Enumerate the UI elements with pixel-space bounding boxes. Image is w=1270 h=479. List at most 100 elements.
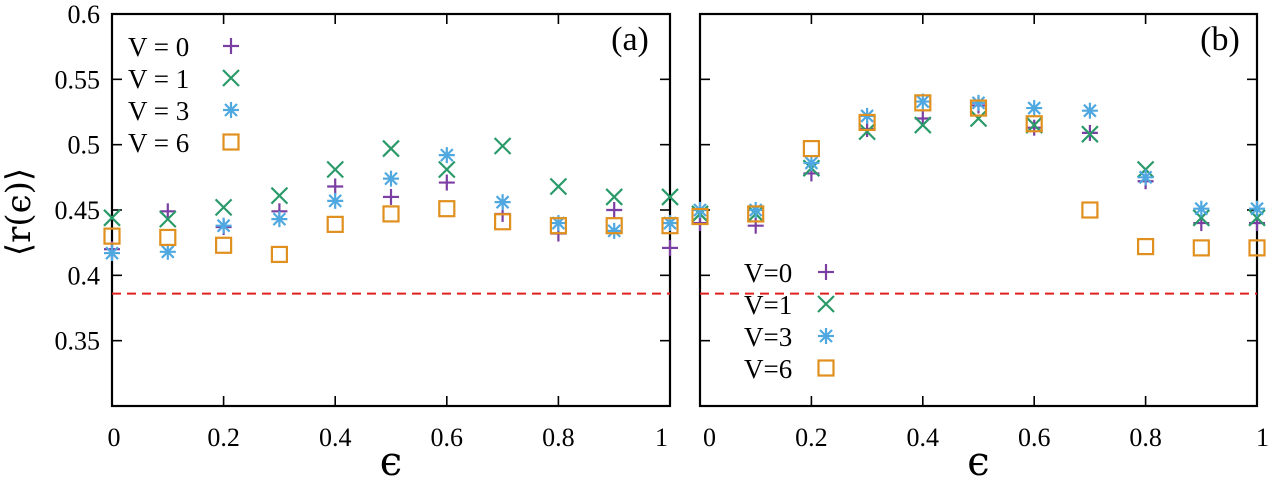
x-tick-label: 0 [703,423,716,452]
data-point-v3 [1193,200,1210,217]
data-point-v0 [327,178,344,195]
data-point-v1 [493,137,512,155]
data-point-v3 [747,202,764,218]
y-tick-label: 0.5 [68,131,101,160]
data-point-v1 [661,188,679,206]
data-point-v3 [1026,100,1043,117]
x-tick-label: 0.8 [1129,423,1162,452]
legend-marker-v3 [818,328,834,344]
data-point-v6 [159,228,177,247]
data-point-v0 [383,188,399,205]
data-point-v1 [438,160,456,179]
data-point-v0 [159,203,176,220]
legend-marker-v3 [223,102,239,118]
data-point-v3 [271,211,288,228]
data-point-v1 [914,116,932,134]
data-point-v3 [970,94,987,111]
data-point-v3 [104,245,120,262]
x-tick-label: 0.6 [1018,423,1051,452]
data-point-v1 [214,198,233,217]
legend-entry: V = 0 [128,32,189,62]
legend-marker-v1 [222,69,240,87]
data-point-v3 [803,154,820,171]
legend-marker-v0 [818,264,834,280]
x-axis-label: ϵ [967,439,989,479]
y-tick-label: 0.4 [68,261,101,290]
x-tick-label: 1 [655,423,668,452]
y-tick-label: 0.45 [55,196,101,225]
data-point-v3 [1081,102,1098,119]
data-point-v1 [1081,125,1099,143]
x-tick-label: 1 [1256,423,1269,452]
x-tick-label: 0.4 [907,423,940,452]
plot-frame [110,12,672,408]
data-point-v1 [605,188,623,206]
data-point-v3 [215,217,232,234]
x-tick-label: 0 [108,423,121,452]
legend-entry: V=6 [744,354,792,384]
data-point-v6 [1081,201,1099,219]
data-point-v6 [549,217,568,235]
panel-b: 0 0.2 0.4 0.6 0.8 1 ϵ (b) V=0V=1V=3V=6 [691,12,1269,479]
data-point-v3 [606,222,623,239]
data-point-v0 [662,239,678,256]
panel-label: (a) [611,21,649,58]
data-point-v6 [1192,239,1210,257]
data-point-v1 [103,209,121,227]
legend-marker-v6 [222,133,240,151]
data-point-v6 [691,207,709,226]
x-tick-label: 0.2 [795,423,828,452]
data-point-v3 [438,147,455,164]
legend-marker-v1 [817,295,835,313]
panel-label: (b) [1200,21,1240,58]
data-point-v1 [326,160,344,179]
y-axis-label: ⟨r(ϵ)⟩ [0,168,39,256]
data-point-v6 [438,200,456,218]
legend-entry: V = 3 [128,96,189,126]
legend-entry: V=1 [744,290,792,320]
data-point-v6 [215,236,233,254]
data-point-v3 [494,194,511,211]
data-point-v6 [1025,115,1043,133]
data-point-v1 [270,186,289,205]
data-point-v6 [326,215,344,233]
data-point-v3 [1137,169,1154,186]
legend-entry: V = 6 [128,128,189,158]
legend-entry: V=0 [744,258,792,288]
data-point-v6 [1136,237,1155,256]
y-tick-label: 0.6 [68,0,101,29]
data-point-v6 [914,94,932,112]
data-point-v6 [605,217,623,235]
x-tick-label: 0.2 [207,423,240,452]
data-point-v6 [858,113,876,132]
data-point-v6 [661,217,679,235]
data-point-v3 [327,192,344,209]
legend-marker-v6 [817,359,835,377]
data-point-v6 [969,99,988,117]
data-point-v0 [1026,119,1043,136]
data-point-v0 [438,174,455,191]
data-point-v1 [969,109,988,128]
data-point-v3 [159,243,176,260]
data-point-v3 [383,170,399,187]
y-tick-label: 0.35 [55,327,101,356]
panel-a: 0 0.2 0.4 0.6 0.8 1 0.35 0.4 0.45 0.5 0.55 0.6 ϵ (a) V… [55,0,679,479]
legend-entry: V=3 [744,322,792,352]
data-point-v1 [549,177,568,196]
y-tick-label: 0.55 [55,65,101,94]
data-point-v6 [1248,239,1266,257]
data-point-v6 [103,227,121,245]
data-point-v1 [159,210,177,228]
data-point-v6 [382,205,400,223]
legend-entry: V = 1 [128,64,189,94]
data-point-v6 [494,213,512,231]
x-tick-label: 0.4 [319,423,352,452]
x-tick-label: 0.6 [431,423,464,452]
legend: V=0V=1V=3V=6 [744,258,835,384]
data-point-v3 [1249,200,1265,217]
legend-marker-v0 [223,38,239,54]
x-axis-label: ϵ [380,439,402,479]
data-point-v6 [802,139,821,158]
data-point-v6 [270,245,288,264]
